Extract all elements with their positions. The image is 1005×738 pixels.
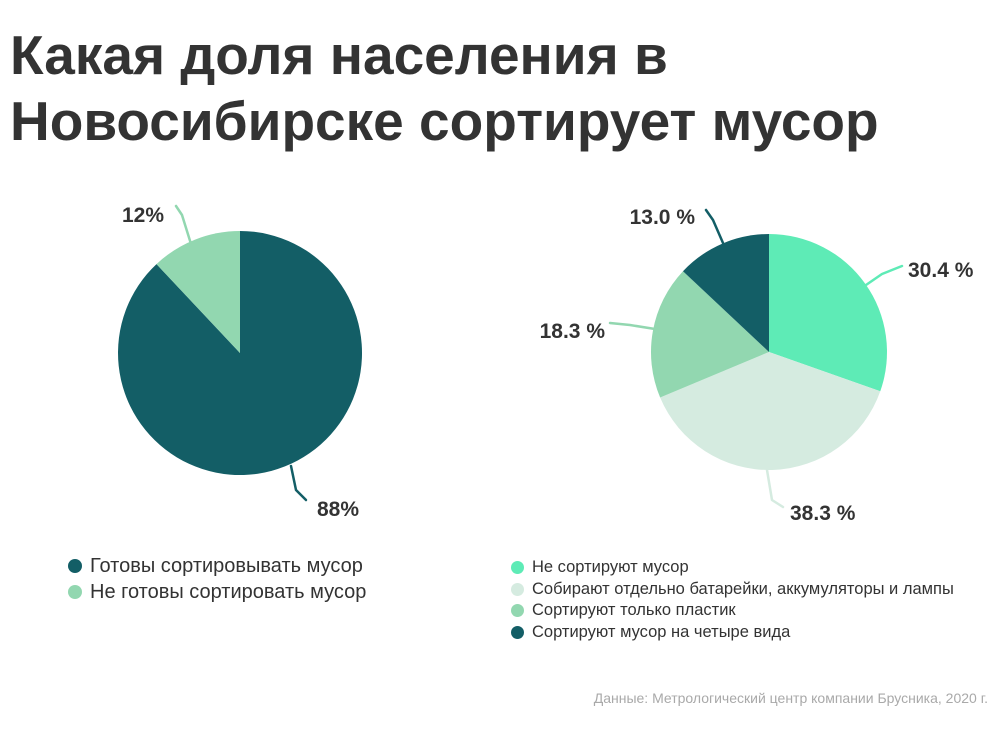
chart-title: Какая доля населения в Новосибирске сорт… (10, 24, 879, 152)
leader-line (704, 208, 725, 245)
legend-readiness: Готовы сортировывать мусор Не готовы сорт… (68, 553, 366, 605)
leader-line (864, 264, 904, 287)
pie-chart-readiness: 88% 12% (118, 204, 363, 521)
legend-entry: Не сортируют мусор (511, 557, 954, 579)
pie-chart-sorting-habits: 30.4 % 38.3 % 18.3 % 13.0 % (540, 206, 974, 525)
legend-swatch (68, 559, 82, 573)
data-label: 18.3 % (540, 320, 606, 343)
data-label: 30.4 % (908, 259, 974, 282)
pie-slice (682, 233, 769, 352)
leader-line (174, 204, 193, 246)
legend-sorting-habits: Не сортируют мусор Собирают отдельно бата… (511, 557, 954, 643)
legend-label: Не готовы сортировать мусор (90, 580, 367, 603)
legend-entry: Собирают отдельно батарейки, аккумулятор… (511, 579, 954, 601)
legend-swatch (511, 582, 524, 596)
legend-entry: Готовы сортировывать мусор (68, 553, 366, 579)
pie-slice (118, 230, 363, 475)
legend-label: Сортируют только пластик (532, 601, 736, 620)
legend-swatch (68, 585, 82, 599)
pie-slice (769, 234, 887, 392)
data-label: 38.3 % (790, 502, 856, 525)
legend-swatch (511, 561, 524, 575)
data-source-note: Данные: Метрологический центр компании Б… (593, 690, 988, 706)
legend-label: Сортируют мусор на четыре вида (532, 622, 791, 641)
data-label: 88% (317, 498, 359, 521)
legend-label: Собирают отдельно батарейки, аккумулятор… (532, 579, 954, 598)
legend-label: Готовы сортировывать мусор (90, 554, 363, 577)
legend-swatch (511, 625, 524, 639)
leader-line (608, 321, 657, 331)
pie-slice (660, 352, 881, 471)
pie-slice (156, 231, 240, 353)
data-label: 12% (122, 204, 164, 227)
leader-line (289, 464, 308, 502)
legend-swatch (511, 604, 524, 618)
legend-entry: Сортируют только пластик (511, 600, 954, 622)
pie-slice (650, 271, 769, 398)
legend-label: Не сортируют мусор (532, 558, 689, 577)
legend-entry: Сортируют мусор на четыре вида (511, 622, 954, 644)
data-label: 13.0 % (630, 206, 696, 229)
leader-line (765, 468, 785, 509)
legend-entry: Не готовы сортировать мусор (68, 579, 366, 605)
